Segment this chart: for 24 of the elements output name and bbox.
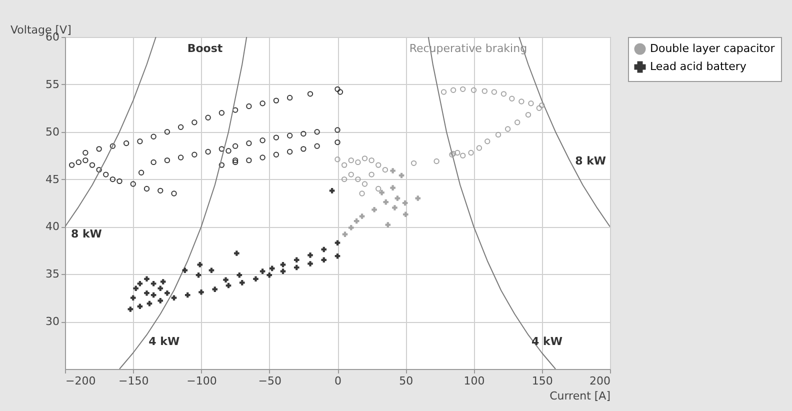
line-series [119,37,248,369]
annotation: 4 kW [148,334,180,348]
line-series [65,37,156,228]
legend-label: Double layer capacitor [650,42,776,55]
y-tick-label: 30 [46,315,60,328]
x-tick-label: 50 [399,374,414,388]
y-tick-label: 35 [46,268,60,281]
annotation: 8 kW [71,228,102,241]
y-tick-label: 50 [46,125,60,138]
x-tick-label: −100 [186,374,217,388]
legend-label: Lead acid battery [650,60,747,73]
x-axis-title: Current [A] [550,390,610,402]
x-tick-label: 200 [590,374,610,388]
x-tick-label: 0 [334,374,342,388]
y-tick-label: 55 [46,78,60,91]
x-tick-label: 150 [532,374,553,388]
annotation: Boost [187,42,223,55]
annotation: 8 kW [575,154,606,168]
x-tick-label: −50 [258,374,282,388]
x-tick-label: 100 [464,374,485,388]
y-tick-label: 45 [46,172,60,186]
x-tick-label: −150 [118,374,149,388]
y-tick-label: 40 [46,220,60,234]
x-tick-label: −200 [66,374,96,388]
